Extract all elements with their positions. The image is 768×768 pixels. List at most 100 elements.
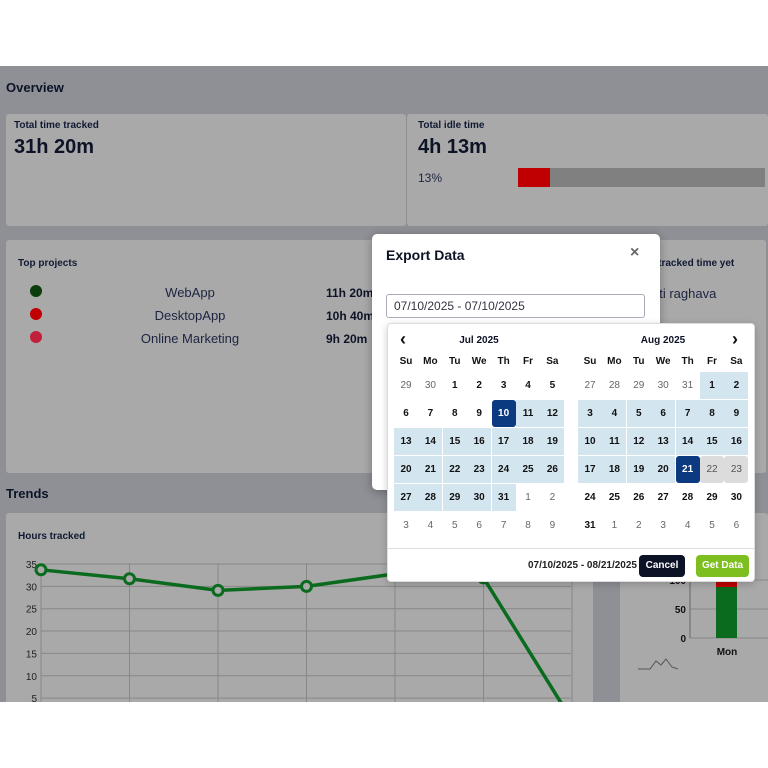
project-color-dot — [30, 331, 42, 343]
calendar-day[interactable]: 29 — [633, 380, 645, 391]
calendar-day[interactable]: 4 — [525, 380, 531, 391]
calendar-day[interactable]: 1 — [452, 380, 458, 391]
close-icon[interactable]: × — [630, 244, 640, 261]
calendar-day[interactable]: 5 — [452, 520, 458, 531]
calendar-day[interactable]: 30 — [657, 380, 669, 391]
calendar-day[interactable]: 5 — [549, 380, 556, 391]
calendar-day[interactable]: 31 — [682, 380, 694, 391]
calendar-day[interactable]: 23 — [467, 456, 492, 483]
calendar-day[interactable]: 29 — [706, 492, 718, 503]
calendar-day[interactable]: 1 — [700, 372, 724, 399]
calendar-day[interactable]: 2 — [636, 520, 642, 531]
calendar-day[interactable]: 21 — [418, 456, 443, 483]
calendar-day[interactable]: 7 — [500, 520, 507, 531]
calendar-day[interactable]: 4 — [684, 520, 691, 531]
calendar-day[interactable]: 1 — [525, 492, 531, 503]
weekday-header: Tu — [633, 356, 645, 367]
calendar-day[interactable]: 27 — [584, 380, 596, 391]
cancel-button[interactable]: Cancel — [639, 555, 685, 577]
calendar-day[interactable]: 19 — [626, 456, 651, 483]
calendar-day[interactable]: 7 — [675, 400, 700, 427]
calendar-day[interactable]: 15 — [442, 428, 467, 455]
calendar-day[interactable]: 30 — [730, 492, 742, 503]
calendar-day[interactable]: 5 — [709, 520, 715, 531]
calendar-day[interactable]: 12 — [626, 428, 651, 455]
calendar-day[interactable]: 2 — [549, 492, 556, 503]
calendar-day[interactable]: 16 — [467, 428, 492, 455]
data-point[interactable] — [34, 563, 48, 577]
calendar-day[interactable]: 21 — [675, 456, 700, 483]
calendar-day[interactable]: 19 — [540, 428, 565, 455]
calendar-day[interactable]: 8 — [452, 408, 458, 419]
calendar-day[interactable]: 27 — [394, 484, 418, 511]
bar-segment[interactable] — [716, 586, 737, 638]
bar-segment[interactable] — [716, 580, 737, 587]
calendar-day[interactable]: 11 — [516, 400, 540, 427]
calendar-day[interactable]: 26 — [540, 456, 565, 483]
calendar-day[interactable]: 2 — [476, 380, 482, 391]
calendar-day[interactable]: 3 — [500, 380, 507, 391]
calendar-day[interactable]: 13 — [651, 428, 676, 455]
prev-month-chevron-icon[interactable]: ‹ — [400, 329, 406, 349]
calendar-day[interactable]: 30 — [424, 380, 436, 391]
calendar-day[interactable]: 10 — [578, 428, 602, 455]
next-month-chevron-icon[interactable]: › — [732, 329, 738, 349]
calendar-day[interactable]: 16 — [724, 428, 749, 455]
calendar-day[interactable]: 26 — [633, 492, 645, 503]
calendar-day[interactable]: 3 — [660, 520, 666, 531]
calendar-day[interactable]: 3 — [403, 520, 409, 531]
calendar-day[interactable]: 22 — [442, 456, 467, 483]
calendar-day[interactable]: 9 — [549, 520, 556, 531]
calendar-day[interactable]: 13 — [394, 428, 418, 455]
calendar-day[interactable]: 7 — [427, 408, 434, 419]
calendar-day[interactable]: 17 — [491, 428, 516, 455]
calendar-day[interactable]: 23 — [724, 456, 749, 483]
calendar-day[interactable]: 4 — [427, 520, 434, 531]
data-point[interactable] — [123, 572, 136, 586]
calendar-day[interactable]: 6 — [651, 400, 676, 427]
weekday-header: Fr — [523, 356, 533, 367]
calendar-day[interactable]: 22 — [700, 456, 724, 483]
calendar-day[interactable]: 6 — [733, 520, 740, 531]
calendar-day[interactable]: 30 — [467, 484, 492, 511]
calendar-day[interactable]: 20 — [651, 456, 676, 483]
get-data-button[interactable]: Get Data — [696, 555, 749, 577]
calendar-day[interactable]: 14 — [418, 428, 443, 455]
data-point[interactable] — [300, 579, 313, 593]
calendar-day[interactable]: 15 — [700, 428, 724, 455]
calendar-day[interactable]: 27 — [657, 492, 669, 503]
calendar-day[interactable]: 4 — [602, 400, 627, 427]
data-point[interactable] — [211, 583, 225, 597]
calendar-day[interactable]: 28 — [682, 492, 694, 503]
calendar-day[interactable]: 6 — [403, 408, 409, 419]
calendar-day[interactable]: 25 — [516, 456, 540, 483]
calendar-day[interactable]: 24 — [584, 492, 596, 503]
calendar-day[interactable]: 29 — [442, 484, 467, 511]
calendar-day[interactable]: 28 — [418, 484, 443, 511]
calendar-day[interactable]: 24 — [491, 456, 516, 483]
calendar-day[interactable]: 31 — [584, 520, 596, 531]
calendar-day[interactable]: 18 — [516, 428, 540, 455]
date-range-input[interactable] — [386, 294, 645, 318]
calendar-day[interactable]: 29 — [400, 380, 412, 391]
calendar-day[interactable]: 20 — [394, 456, 418, 483]
calendar-day[interactable]: 25 — [608, 492, 620, 503]
calendar-day[interactable]: 3 — [578, 400, 602, 427]
calendar-day[interactable]: 2 — [724, 372, 749, 399]
calendar-day[interactable]: 9 — [724, 400, 749, 427]
calendar-day[interactable]: 10 — [491, 400, 516, 427]
calendar-day[interactable]: 11 — [602, 428, 627, 455]
calendar-day[interactable]: 28 — [608, 380, 620, 391]
calendar-day[interactable]: 6 — [476, 520, 482, 531]
calendar-day[interactable]: 31 — [491, 484, 516, 511]
project-color-dot — [30, 285, 42, 297]
calendar-day[interactable]: 12 — [540, 400, 565, 427]
calendar-day[interactable]: 17 — [578, 456, 602, 483]
calendar-day[interactable]: 8 — [700, 400, 724, 427]
calendar-day[interactable]: 5 — [626, 400, 651, 427]
calendar-day[interactable]: 14 — [675, 428, 700, 455]
calendar-day[interactable]: 1 — [611, 520, 618, 531]
calendar-day[interactable]: 8 — [525, 520, 531, 531]
calendar-day[interactable]: 18 — [602, 456, 627, 483]
calendar-day[interactable]: 9 — [476, 408, 482, 419]
